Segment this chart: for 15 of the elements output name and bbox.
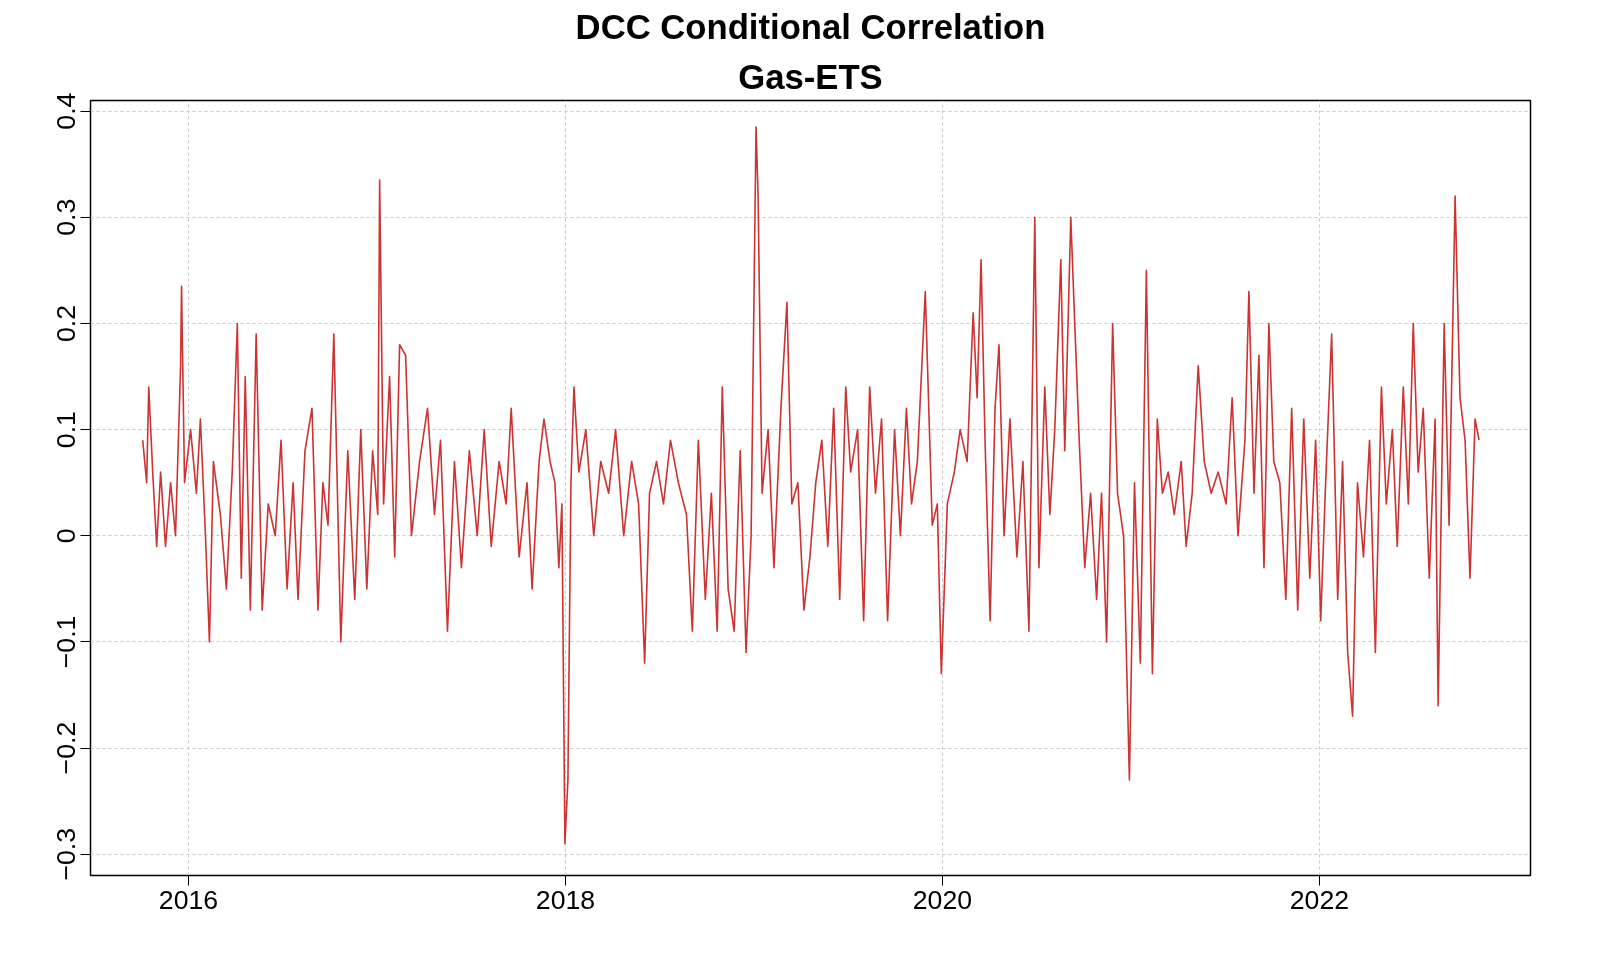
chart-title: DCC Conditional Correlation — [575, 7, 1046, 46]
x-tick-label: 2020 — [912, 884, 973, 915]
line-series — [141, 126, 1480, 845]
y-tick-label: 0.1 — [51, 411, 82, 449]
chart-subtitle: Gas-ETS — [738, 57, 883, 96]
y-tick-label: −0.2 — [51, 721, 82, 775]
y-tick-label: 0.4 — [51, 92, 82, 130]
y-tick-label: 0.3 — [51, 198, 82, 236]
x-tick-label: 2016 — [158, 884, 219, 915]
y-tick-label: 0.2 — [51, 304, 82, 342]
x-tick-label: 2022 — [1289, 884, 1350, 915]
y-tick-label: −0.1 — [51, 615, 82, 669]
x-tick-label: 2018 — [535, 884, 596, 915]
y-tick-label: −0.3 — [51, 827, 82, 881]
y-tick-label: 0 — [51, 528, 82, 544]
